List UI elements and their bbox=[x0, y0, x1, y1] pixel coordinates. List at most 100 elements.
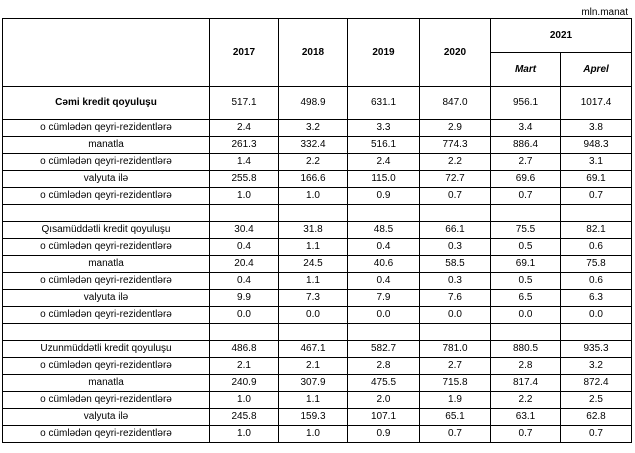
value-cell: 62.8 bbox=[560, 408, 632, 426]
value-cell: 781.0 bbox=[419, 340, 491, 358]
row-label: manatla bbox=[2, 374, 210, 392]
table-row: o cümlədən qeyri-rezidentlərə 0.0 0.0 0.0 0.… bbox=[2, 306, 632, 324]
value-cell: 75.5 bbox=[490, 221, 561, 239]
value-cell: 774.3 bbox=[419, 136, 491, 154]
value-cell: 817.4 bbox=[490, 374, 561, 392]
table-row: o cümlədən qeyri-rezidentlərə 1.0 1.0 0.9 0.… bbox=[2, 187, 632, 205]
value-cell: 240.9 bbox=[209, 374, 279, 392]
empty-cell bbox=[2, 323, 210, 341]
empty-cell bbox=[278, 323, 348, 341]
value-cell: 66.1 bbox=[419, 221, 491, 239]
value-cell: 1.1 bbox=[278, 238, 348, 256]
value-cell: 582.7 bbox=[347, 340, 420, 358]
table-row: o cümlədən qeyri-rezidentlərə 1.0 1.0 0.9 0.… bbox=[2, 425, 632, 443]
empty-cell bbox=[278, 204, 348, 222]
value-cell: 7.6 bbox=[419, 289, 491, 307]
empty-cell bbox=[560, 204, 632, 222]
value-cell: 0.4 bbox=[347, 272, 420, 290]
value-cell: 2.1 bbox=[278, 357, 348, 375]
value-cell: 65.1 bbox=[419, 408, 491, 426]
empty-cell bbox=[209, 323, 279, 341]
value-cell: 1.0 bbox=[209, 187, 279, 205]
value-cell: 48.5 bbox=[347, 221, 420, 239]
value-cell: 2.2 bbox=[278, 153, 348, 171]
table-row: o cümlədən qeyri-rezidentlərə 2.4 3.2 3.3 2.… bbox=[2, 119, 632, 137]
value-cell: 956.1 bbox=[490, 86, 561, 120]
value-cell: 245.8 bbox=[209, 408, 279, 426]
value-cell: 63.1 bbox=[490, 408, 561, 426]
value-cell: 0.7 bbox=[560, 425, 632, 443]
value-cell: 0.9 bbox=[347, 187, 420, 205]
empty-cell bbox=[209, 204, 279, 222]
value-cell: 69.1 bbox=[490, 255, 561, 273]
value-cell: 0.3 bbox=[419, 272, 491, 290]
year-group-header: 2021 bbox=[490, 18, 632, 53]
value-cell: 31.8 bbox=[278, 221, 348, 239]
value-cell: 7.3 bbox=[278, 289, 348, 307]
value-cell: 3.3 bbox=[347, 119, 420, 137]
empty-cell bbox=[347, 204, 420, 222]
value-cell: 517.1 bbox=[209, 86, 279, 120]
empty-cell bbox=[2, 204, 210, 222]
value-cell: 2.7 bbox=[490, 153, 561, 171]
month-header: Mart bbox=[490, 52, 561, 87]
empty-cell bbox=[419, 204, 491, 222]
table-row: o cümlədən qeyri-rezidentlərə 1.0 1.1 2.0 1.… bbox=[2, 391, 632, 409]
value-cell: 1.9 bbox=[419, 391, 491, 409]
value-cell: 6.5 bbox=[490, 289, 561, 307]
value-cell: 2.8 bbox=[347, 357, 420, 375]
value-cell: 948.3 bbox=[560, 136, 632, 154]
table-row: o cümlədən qeyri-rezidentlərə 1.4 2.2 2.4 2.… bbox=[2, 153, 632, 171]
value-cell: 1.1 bbox=[278, 272, 348, 290]
value-cell: 1.0 bbox=[278, 187, 348, 205]
value-cell: 2.1 bbox=[209, 357, 279, 375]
value-cell: 872.4 bbox=[560, 374, 632, 392]
value-cell: 880.5 bbox=[490, 340, 561, 358]
value-cell: 0.0 bbox=[347, 306, 420, 324]
row-label: o cümlədən qeyri-rezidentlərə bbox=[2, 153, 210, 171]
value-cell: 0.9 bbox=[347, 425, 420, 443]
row-label: o cümlədən qeyri-rezidentlərə bbox=[2, 357, 210, 375]
value-cell: 0.7 bbox=[419, 425, 491, 443]
row-label: o cümlədən qeyri-rezidentlərə bbox=[2, 187, 210, 205]
value-cell: 2.0 bbox=[347, 391, 420, 409]
value-cell: 2.5 bbox=[560, 391, 632, 409]
table-row: manatla 20.4 24.5 40.6 58.5 69.1 75.8 bbox=[2, 255, 632, 273]
value-cell: 886.4 bbox=[490, 136, 561, 154]
value-cell: 1.4 bbox=[209, 153, 279, 171]
row-label: valyuta ilə bbox=[2, 170, 210, 188]
empty-cell bbox=[419, 323, 491, 341]
header-row-years: 2017 2018 2019 2020 2021 bbox=[2, 18, 632, 87]
table-body: Cəmi kredit qoyuluşu 517.1 498.9 631.1 847.0… bbox=[2, 86, 632, 443]
value-cell: 0.0 bbox=[278, 306, 348, 324]
value-cell: 107.1 bbox=[347, 408, 420, 426]
table-row: Cəmi kredit qoyuluşu 517.1 498.9 631.1 847.0… bbox=[2, 86, 632, 120]
value-cell: 261.3 bbox=[209, 136, 279, 154]
spacer-row bbox=[2, 323, 632, 341]
value-cell: 307.9 bbox=[278, 374, 348, 392]
value-cell: 0.7 bbox=[490, 425, 561, 443]
table-row: Qısamüddətli kredit qoyuluşu 30.4 31.8 48.5… bbox=[2, 221, 632, 239]
value-cell: 475.5 bbox=[347, 374, 420, 392]
value-cell: 2.9 bbox=[419, 119, 491, 137]
table-row: valyuta ilə 255.8 166.6 115.0 72.7 69.6 69.1 bbox=[2, 170, 632, 188]
value-cell: 2.2 bbox=[490, 391, 561, 409]
table-row: manatla 261.3 332.4 516.1 774.3 886.4 948.3 bbox=[2, 136, 632, 154]
value-cell: 0.4 bbox=[209, 272, 279, 290]
value-cell: 69.1 bbox=[560, 170, 632, 188]
row-label: Cəmi kredit qoyuluşu bbox=[2, 86, 210, 120]
value-cell: 332.4 bbox=[278, 136, 348, 154]
value-cell: 9.9 bbox=[209, 289, 279, 307]
value-cell: 0.6 bbox=[560, 272, 632, 290]
value-cell: 3.4 bbox=[490, 119, 561, 137]
value-cell: 0.7 bbox=[419, 187, 491, 205]
row-label: o cümlədən qeyri-rezidentlərə bbox=[2, 306, 210, 324]
value-cell: 715.8 bbox=[419, 374, 491, 392]
value-cell: 7.9 bbox=[347, 289, 420, 307]
value-cell: 2.2 bbox=[419, 153, 491, 171]
value-cell: 3.2 bbox=[278, 119, 348, 137]
value-cell: 159.3 bbox=[278, 408, 348, 426]
table-row: o cümlədən qeyri-rezidentlərə 0.4 1.1 0.4 0.… bbox=[2, 238, 632, 256]
cropped-title-fragment bbox=[150, 0, 480, 2]
month-header: Aprel bbox=[560, 52, 632, 87]
